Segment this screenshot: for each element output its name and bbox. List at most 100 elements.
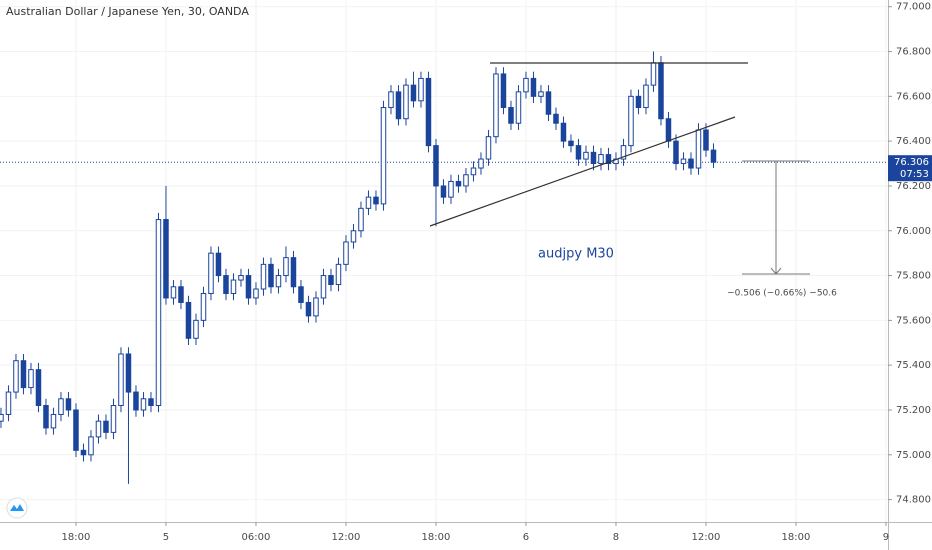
candle-body [343, 241, 349, 265]
candle-body [170, 286, 177, 299]
candle-body [470, 167, 477, 176]
candle-body [688, 158, 694, 169]
candle-body [650, 62, 657, 86]
candle-body [590, 151, 597, 165]
candle-body [350, 230, 357, 243]
candle-body [245, 275, 252, 299]
candle-body [530, 77, 537, 97]
candle-body [575, 145, 582, 160]
y-tick-label: 74.800 [896, 495, 931, 506]
candle-body [163, 219, 169, 299]
candle-body [553, 113, 559, 124]
candle-body [493, 73, 499, 138]
x-tick-label: 18:00 [782, 532, 811, 543]
x-tick-label: 6 [523, 532, 529, 543]
candle-body [320, 275, 327, 299]
candle-body [238, 275, 244, 281]
candle-body [358, 207, 364, 232]
candle-body [710, 149, 717, 163]
candle-body [440, 185, 447, 198]
y-tick-label: 76.800 [896, 47, 931, 58]
candle-body [313, 297, 319, 317]
candle-body [673, 140, 679, 165]
candle-body [635, 95, 642, 109]
candle-body [88, 436, 94, 456]
candle-body [95, 420, 102, 438]
y-tick-label: 75.800 [896, 271, 931, 282]
candle-body [20, 360, 27, 389]
candle-body [515, 91, 522, 124]
candle-body [485, 136, 492, 160]
candle-body [410, 84, 417, 102]
candle-body [43, 405, 49, 429]
candle-body [178, 286, 184, 303]
axes: 74.800 75.000 75.200 75.400 75.600 75.800 76.0… [62, 2, 932, 543]
candle-body [463, 174, 469, 187]
candle-body [73, 409, 79, 451]
chart-title: Australian Dollar / Japanese Yen, 30, OA… [6, 5, 249, 18]
candle-body [268, 263, 274, 288]
candle-body [35, 369, 42, 407]
candle-body [523, 77, 529, 93]
candle-body [215, 252, 222, 277]
candle-body [208, 252, 214, 294]
y-tick-label: 75.600 [896, 315, 931, 326]
candle-body [583, 151, 589, 160]
y-tick-label: 76.200 [896, 181, 931, 192]
x-tick-label: 18:00 [422, 532, 451, 543]
candle-body [283, 257, 289, 277]
candles [0, 51, 717, 484]
candle-body [335, 263, 342, 286]
y-tick-label: 75.400 [896, 360, 931, 371]
candle-body [28, 369, 34, 389]
candle-body [380, 107, 387, 205]
candle-body [298, 286, 304, 303]
candle-body [448, 180, 454, 198]
candle-body [568, 140, 574, 147]
candle-body [125, 353, 132, 393]
candle-body [395, 91, 402, 120]
candle-body [403, 84, 409, 120]
candle-body [80, 449, 87, 456]
last-price-label: 76.306 [894, 157, 929, 168]
candle-body [230, 279, 237, 294]
candle-body [620, 145, 627, 160]
x-tick-label: 12:00 [332, 532, 361, 543]
candle-body [103, 420, 109, 433]
candle-body [0, 413, 4, 422]
candle-body [508, 107, 514, 124]
candle-body [133, 391, 139, 411]
candle-body [433, 145, 439, 187]
x-tick-label: 8 [613, 532, 619, 543]
candle-body [13, 360, 19, 393]
y-tick-label: 76.600 [896, 91, 931, 102]
candle-body [628, 95, 634, 147]
last-price-box [888, 155, 932, 182]
x-tick-label: 18:00 [62, 532, 91, 543]
y-tick-label: 76.400 [896, 136, 931, 147]
candle-body [680, 158, 687, 165]
candle-body [118, 353, 124, 407]
logo[interactable] [6, 497, 28, 519]
trend-line [429, 116, 736, 227]
candle-body [365, 196, 372, 209]
candle-body [328, 275, 334, 286]
y-tick-label: 77.000 [896, 2, 931, 13]
candle-body [223, 275, 229, 294]
candle-body [560, 122, 567, 142]
candle-body [50, 413, 57, 429]
candle-body [65, 398, 72, 411]
x-tick-label: 12:00 [692, 532, 721, 543]
y-tick-label: 76.000 [896, 226, 931, 237]
candle-body [155, 219, 162, 407]
candle-body [5, 391, 12, 415]
candle-body [260, 263, 267, 290]
y-tick-label: 75.200 [896, 405, 931, 416]
candle-body [388, 91, 394, 109]
candle-body [58, 398, 64, 415]
candle-body [703, 129, 709, 151]
candle-body [643, 84, 649, 109]
candle-body [373, 196, 379, 205]
